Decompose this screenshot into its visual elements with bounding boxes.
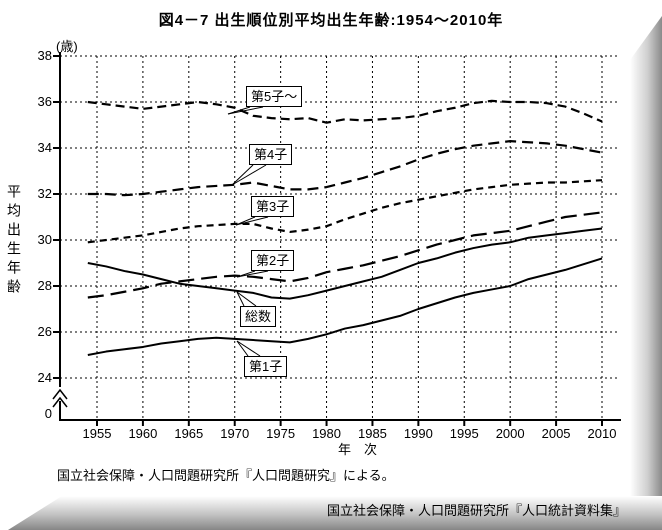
y-tick-label: 28: [37, 278, 52, 293]
x-tick-label: 1975: [266, 426, 296, 441]
gridlines: [60, 55, 620, 420]
y-tick-label: 26: [37, 324, 52, 339]
axis-break-icon: [52, 396, 68, 408]
x-tick-label: 1965: [174, 426, 204, 441]
x-tick-label: 1995: [449, 426, 479, 441]
y-tick-label: 36: [37, 94, 52, 109]
x-tick-label: 2010: [587, 426, 617, 441]
line-label-1st-child: 第1子: [244, 356, 288, 377]
y-tick-label: 38: [37, 48, 52, 63]
page-edge-shadow-right: [630, 16, 662, 530]
series-line-2: [87, 140, 603, 197]
series-line-4: [87, 211, 603, 299]
line-label-3rd-child: 第3子: [251, 196, 295, 217]
line-label-5th-child: 第5子～: [246, 86, 303, 107]
x-tick-label: 2000: [495, 426, 525, 441]
line-label-total: 総数: [240, 306, 277, 327]
y-tick-label: 32: [37, 186, 52, 201]
y-tick-label: 34: [37, 140, 52, 155]
y-axis-title: 平均出生年齢: [6, 184, 22, 298]
callout-pointer: [236, 291, 257, 307]
chart-title: 図4－7 出生順位別平均出生年齢:1954～2010年: [158, 12, 504, 29]
callout-pointer: [227, 106, 264, 115]
x-tick-label: 1960: [128, 426, 158, 441]
series-line-3: [87, 179, 603, 244]
line-label-4th-child: 第4子: [249, 144, 293, 165]
x-tick-label: 1980: [312, 426, 341, 441]
callout-pointer: [236, 340, 261, 357]
axes: [52, 52, 621, 421]
x-tick-label: 1955: [82, 426, 112, 441]
data-series-lines: [87, 99, 603, 356]
credit-caption: 国立社会保障・人口問題研究所『人口統計資料集』: [326, 503, 626, 518]
y-tick-label: 30: [37, 232, 52, 247]
y-zero-label: 0: [44, 406, 52, 421]
callout-pointer: [235, 216, 256, 226]
series-line-5: [87, 227, 603, 300]
axis-break-icon: [52, 388, 68, 400]
x-axis-title: 年 次: [338, 442, 378, 457]
x-tick-label: 1985: [357, 426, 387, 441]
callout-pointer-lines: [227, 106, 269, 357]
x-tick-label: 1990: [403, 426, 433, 441]
page-edge-shadow-bottom: [8, 496, 662, 530]
callout-pointer: [236, 340, 249, 357]
y-tick-label: 24: [37, 370, 52, 385]
line-label-2nd-child: 第2子: [251, 250, 295, 271]
series-line-6: [87, 257, 603, 356]
callout-pointer: [236, 270, 269, 278]
callout-pointer: [231, 164, 267, 186]
x-tick-label: 1970: [220, 426, 250, 441]
source-note: 国立社会保障・人口問題研究所『人口問題研究』による。: [57, 468, 395, 483]
tick-marks: [53, 55, 603, 426]
x-tick-label: 2005: [541, 426, 571, 441]
callout-pointer: [231, 164, 254, 186]
axis-break-gap: [55, 387, 65, 401]
callout-pointer: [235, 216, 269, 226]
y-axis-unit-label: (歳): [56, 39, 78, 54]
series-line-1: [87, 99, 603, 124]
callout-pointer: [236, 291, 245, 307]
